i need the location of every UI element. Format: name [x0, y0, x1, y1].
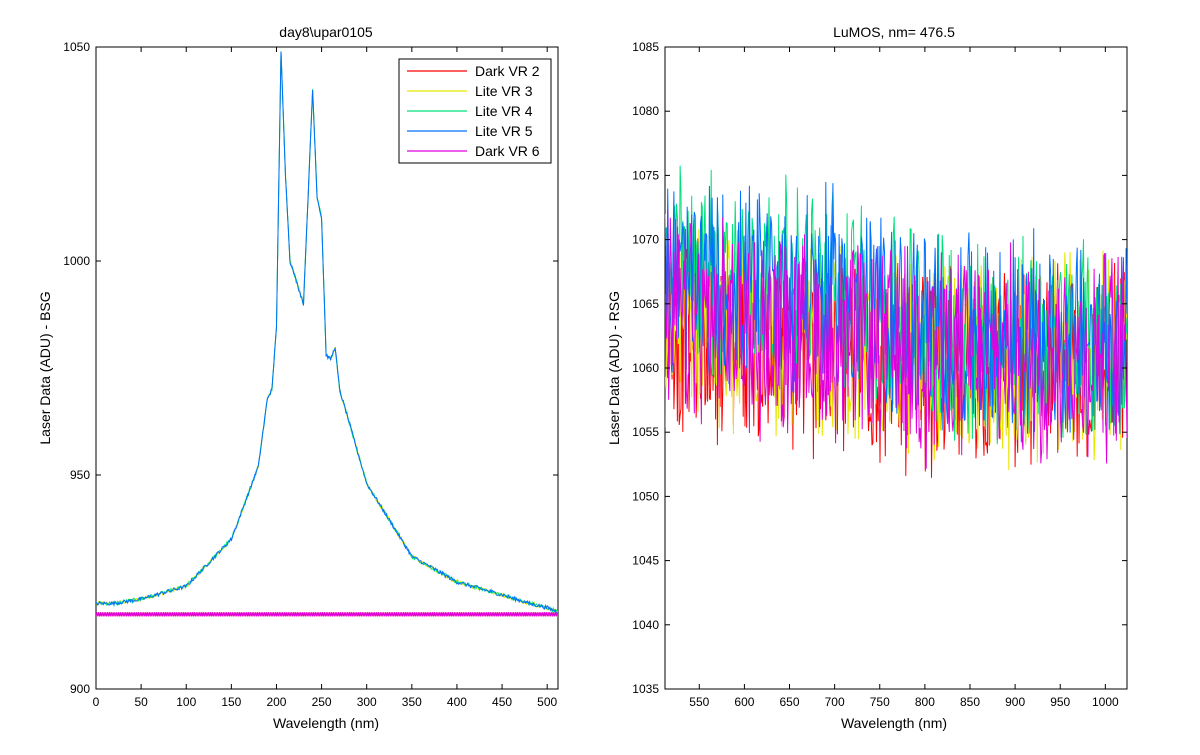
left-x-tick-label: 50: [134, 695, 148, 709]
left-x-axis-label: Wavelength (nm): [273, 715, 379, 731]
right-x-tick-label: 750: [870, 695, 890, 709]
left-y-tick-label: 1050: [63, 40, 90, 54]
left-y-tick-label: 1000: [63, 254, 90, 268]
left-x-tick-label: 450: [492, 695, 512, 709]
right-x-tick-label: 600: [734, 695, 754, 709]
right-y-tick-label: 1085: [632, 40, 659, 54]
right-series-line-series-5: [665, 209, 1127, 469]
right-x-tick-label: 550: [689, 695, 709, 709]
left-x-tick-label: 250: [312, 695, 332, 709]
legend: Dark VR 2 Lite VR 3 Lite VR 4 Lite VR 5 Dark…: [398, 58, 552, 164]
right-x-tick-label: 900: [1005, 695, 1025, 709]
legend-label-dark-vr-2: Dark VR 2: [475, 63, 540, 79]
left-y-tick-label: 950: [70, 468, 90, 482]
right-x-tick-label: 950: [1050, 695, 1070, 709]
right-y-tick-label: 1040: [632, 618, 659, 632]
legend-label-lite-vr-3: Lite VR 3: [475, 83, 533, 99]
right-y-tick-label: 1080: [632, 104, 659, 118]
right-x-tick-label: 1000: [1092, 695, 1119, 709]
left-series-group: [96, 51, 558, 617]
left-chart-title: day8\upar0105: [279, 24, 373, 40]
right-y-tick-label: 1055: [632, 425, 659, 439]
right-plot-area: 550 600 650 700 750 800 850 900 950 1000 1035 1040 1…: [632, 40, 1128, 709]
right-y-tick-label: 1075: [632, 168, 659, 182]
right-x-tick-label: 800: [915, 695, 935, 709]
right-y-tick-label: 1035: [632, 682, 659, 696]
right-x-tick-label: 650: [780, 695, 800, 709]
left-series-line-dark-vr-6: [96, 612, 558, 617]
right-y-axis-label: Laser Data (ADU) - RSG: [606, 291, 622, 445]
legend-label-dark-vr-6: Dark VR 6: [475, 143, 540, 159]
left-x-tick-label: 500: [537, 695, 557, 709]
right-x-tick-label: 700: [825, 695, 845, 709]
left-x-tick-label: 200: [266, 695, 286, 709]
right-y-tick-label: 1060: [632, 361, 659, 375]
right-series-group: [665, 165, 1127, 478]
right-y-tick-label: 1070: [632, 233, 659, 247]
left-x-tick-label: 350: [402, 695, 422, 709]
legend-label-lite-vr-5: Lite VR 5: [475, 123, 533, 139]
left-x-tick-label: 0: [93, 695, 100, 709]
legend-label-lite-vr-4: Lite VR 4: [475, 103, 533, 119]
left-x-tick-label: 300: [357, 695, 377, 709]
left-y-tick-label: 900: [70, 682, 90, 696]
right-y-tick-label: 1065: [632, 297, 659, 311]
left-x-tick-label: 150: [221, 695, 241, 709]
left-x-tick-label: 400: [447, 695, 467, 709]
right-x-tick-label: 850: [960, 695, 980, 709]
right-y-tick-label: 1050: [632, 489, 659, 503]
right-chart-title: LuMOS, nm= 476.5: [833, 24, 955, 40]
left-y-axis-label: Laser Data (ADU) - BSG: [37, 291, 53, 444]
left-series-line-lite-vr-5: [96, 51, 558, 614]
right-x-axis-label: Wavelength (nm): [841, 715, 947, 731]
right-y-tick-label: 1045: [632, 554, 659, 568]
left-x-tick-label: 100: [176, 695, 196, 709]
